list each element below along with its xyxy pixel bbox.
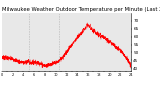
Text: Milwaukee Weather Outdoor Temperature per Minute (Last 24 Hours): Milwaukee Weather Outdoor Temperature pe… — [2, 7, 160, 12]
